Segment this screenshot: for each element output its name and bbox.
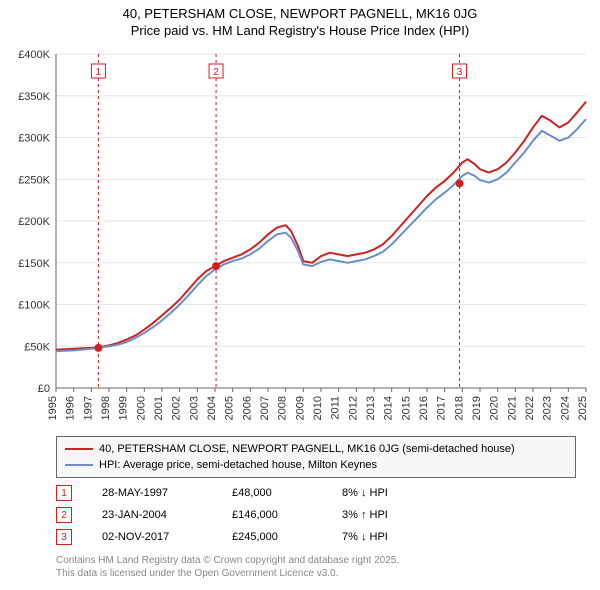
svg-text:1997: 1997: [82, 396, 94, 420]
svg-text:2005: 2005: [224, 396, 236, 420]
svg-text:2007: 2007: [259, 396, 271, 420]
svg-text:2003: 2003: [188, 396, 200, 420]
svg-text:2025: 2025: [577, 396, 589, 420]
svg-text:1998: 1998: [100, 396, 112, 420]
svg-text:2017: 2017: [436, 396, 448, 420]
svg-text:£50K: £50K: [24, 341, 50, 353]
svg-text:2: 2: [213, 67, 219, 78]
transaction-price-1: £48,000: [232, 487, 322, 499]
title-line-1: 40, PETERSHAM CLOSE, NEWPORT PAGNELL, MK…: [0, 6, 600, 23]
svg-text:2006: 2006: [241, 396, 253, 420]
transaction-delta-3: 7% ↓ HPI: [342, 531, 442, 543]
svg-text:2009: 2009: [294, 396, 306, 420]
svg-text:£300K: £300K: [18, 133, 50, 145]
svg-text:£0: £0: [38, 383, 50, 395]
transaction-delta-1: 8% ↓ HPI: [342, 487, 442, 499]
transaction-row-1: 1 28-MAY-1997 £48,000 8% ↓ HPI: [56, 482, 442, 504]
footer: Contains HM Land Registry data © Crown c…: [56, 554, 399, 580]
legend-item-hpi: HPI: Average price, semi-detached house,…: [65, 457, 567, 473]
transaction-date-3: 02-NOV-2017: [102, 531, 212, 543]
transaction-table: 1 28-MAY-1997 £48,000 8% ↓ HPI 2 23-JAN-…: [56, 482, 442, 548]
chart-area: £0 £50K £100K £150K £200K £250K £300K £350K £400…: [8, 48, 592, 428]
svg-text:2024: 2024: [559, 396, 571, 420]
svg-text:2015: 2015: [400, 396, 412, 420]
svg-text:1: 1: [96, 67, 102, 78]
transaction-row-3: 3 02-NOV-2017 £245,000 7% ↓ HPI: [56, 526, 442, 548]
svg-text:£350K: £350K: [18, 91, 50, 103]
transaction-date-1: 28-MAY-1997: [102, 487, 212, 499]
svg-text:2008: 2008: [277, 396, 289, 420]
chart-svg: £0 £50K £100K £150K £200K £250K £300K £350K £400…: [8, 48, 592, 428]
title-block: 40, PETERSHAM CLOSE, NEWPORT PAGNELL, MK…: [0, 0, 600, 40]
legend-swatch-hpi: [65, 464, 93, 466]
transaction-marker-3: 3: [56, 529, 72, 545]
transaction-delta-2: 3% ↑ HPI: [342, 509, 442, 521]
svg-text:2010: 2010: [312, 396, 324, 420]
svg-text:2000: 2000: [135, 396, 147, 420]
svg-text:£250K: £250K: [18, 174, 50, 186]
svg-text:£200K: £200K: [18, 216, 50, 228]
svg-text:2016: 2016: [418, 396, 430, 420]
svg-text:1995: 1995: [47, 396, 59, 420]
svg-text:2019: 2019: [471, 396, 483, 420]
transaction-price-2: £146,000: [232, 509, 322, 521]
legend-label-hpi: HPI: Average price, semi-detached house,…: [99, 459, 377, 471]
svg-text:2021: 2021: [506, 396, 518, 420]
svg-text:£150K: £150K: [18, 258, 50, 270]
svg-text:2018: 2018: [453, 396, 465, 420]
svg-text:2013: 2013: [365, 396, 377, 420]
transaction-price-3: £245,000: [232, 531, 322, 543]
legend: 40, PETERSHAM CLOSE, NEWPORT PAGNELL, MK…: [56, 436, 576, 478]
svg-text:2022: 2022: [524, 396, 536, 420]
transaction-marker-1: 1: [56, 485, 72, 501]
svg-text:2012: 2012: [347, 396, 359, 420]
transaction-marker-2: 2: [56, 507, 72, 523]
svg-text:£100K: £100K: [18, 300, 50, 312]
chart-container: 40, PETERSHAM CLOSE, NEWPORT PAGNELL, MK…: [0, 0, 600, 590]
svg-text:2004: 2004: [206, 396, 218, 420]
svg-text:2014: 2014: [383, 396, 395, 420]
svg-text:2011: 2011: [330, 396, 342, 420]
legend-label-property: 40, PETERSHAM CLOSE, NEWPORT PAGNELL, MK…: [99, 443, 515, 455]
svg-text:3: 3: [457, 67, 463, 78]
footer-line-2: This data is licensed under the Open Gov…: [56, 567, 399, 580]
svg-text:2020: 2020: [489, 396, 501, 420]
legend-swatch-property: [65, 448, 93, 450]
svg-text:£400K: £400K: [18, 49, 50, 61]
transaction-date-2: 23-JAN-2004: [102, 509, 212, 521]
svg-text:1996: 1996: [65, 396, 77, 420]
svg-text:1999: 1999: [118, 396, 130, 420]
transaction-row-2: 2 23-JAN-2004 £146,000 3% ↑ HPI: [56, 504, 442, 526]
svg-text:2023: 2023: [542, 396, 554, 420]
legend-item-property: 40, PETERSHAM CLOSE, NEWPORT PAGNELL, MK…: [65, 441, 567, 457]
svg-text:2002: 2002: [171, 396, 183, 420]
svg-text:2001: 2001: [153, 396, 165, 420]
footer-line-1: Contains HM Land Registry data © Crown c…: [56, 554, 399, 567]
title-line-2: Price paid vs. HM Land Registry's House …: [0, 23, 600, 40]
